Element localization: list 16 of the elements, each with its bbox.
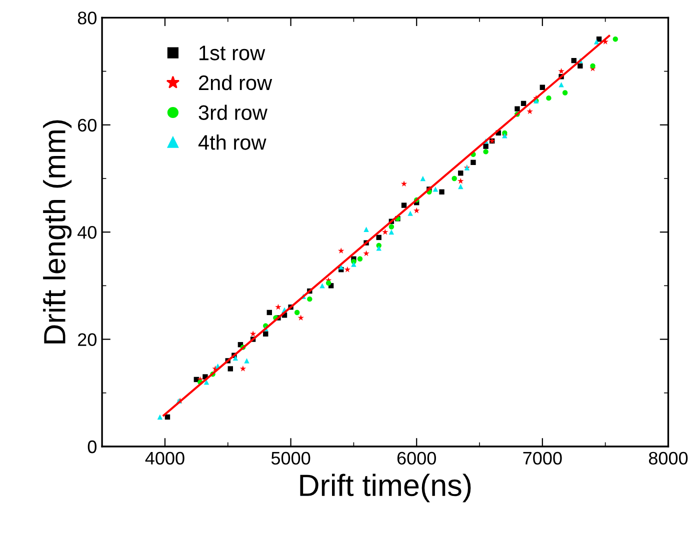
legend-label: 3rd row (198, 104, 268, 120)
x-tick-label: 4000 (145, 452, 184, 465)
legend-label: 4th row (198, 134, 266, 150)
legend-label: 2nd row (198, 74, 272, 90)
x-axis-title: Drift time(ns) (300, 474, 471, 502)
x-tick-label: 5000 (271, 452, 310, 465)
x-tick-label: 8000 (648, 452, 688, 465)
x-tick-label: 7000 (523, 452, 562, 465)
y-axis-title: Drift length (mm) (43, 120, 72, 344)
y-tick-label: 40 (78, 226, 96, 239)
y-tick-label: 0 (88, 440, 96, 454)
y-tick-label: 80 (78, 12, 96, 24)
x-tick-label: 6000 (397, 452, 436, 465)
y-tick-label: 60 (78, 118, 96, 132)
y-tick-label: 20 (78, 333, 96, 346)
legend-label: 1st row (200, 46, 266, 60)
